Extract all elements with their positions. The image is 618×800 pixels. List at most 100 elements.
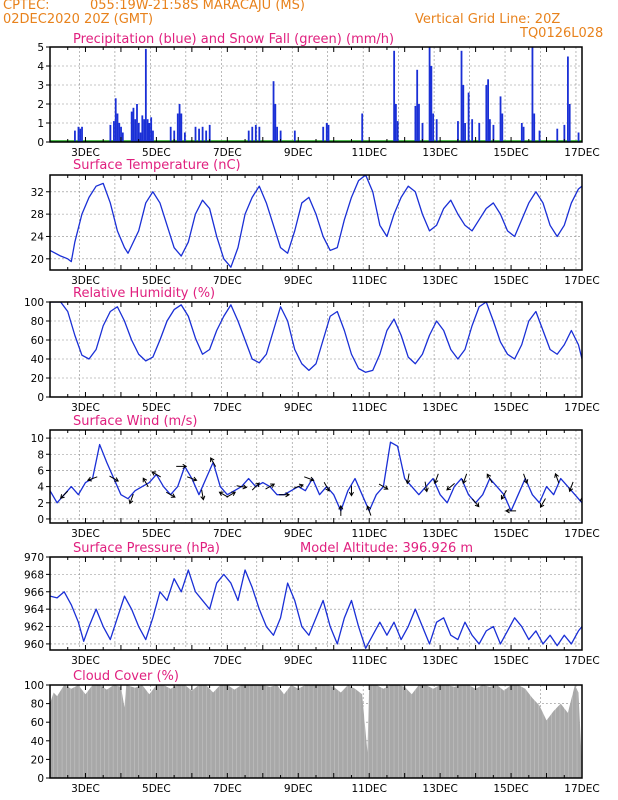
precip-bar [24, 106, 26, 142]
precip-bar [77, 126, 80, 142]
y-tick-label: 28 [31, 209, 44, 221]
plot-area [50, 685, 582, 778]
x-tick-label: 9DEC [284, 402, 313, 414]
wind-arrow [86, 476, 98, 482]
x-tick-label: 11DEC [351, 147, 386, 159]
plot-area [50, 175, 582, 268]
precip-bar [276, 126, 278, 142]
precip-bar [114, 98, 117, 142]
x-tick-label: 17DEC [564, 528, 599, 540]
wind-arrow [472, 498, 480, 508]
precip-bar [501, 113, 504, 142]
panel-1 [46, 174, 583, 271]
wind-arrow [579, 496, 582, 508]
precip-bar [460, 50, 463, 142]
precip-bar [134, 119, 137, 142]
panel-title: Cloud Cover (%) [73, 669, 179, 684]
precip-bar [173, 130, 176, 142]
precip-bar [435, 119, 438, 142]
wind-arrow [423, 481, 429, 493]
wind-arrow [293, 483, 304, 489]
plot-area [50, 302, 582, 373]
wind-arrow [304, 476, 315, 482]
precip-bar [113, 121, 115, 142]
precip-bar [109, 124, 112, 142]
plot-area [50, 441, 582, 516]
plot-area [24, 47, 582, 143]
x-tick-label: 17DEC [564, 655, 599, 667]
x-tick-label: 5DEC [142, 655, 171, 667]
x-tick-label: 7DEC [213, 783, 242, 795]
precip-bar [146, 119, 149, 142]
y-tick-label: 10 [31, 433, 44, 445]
wind-arrow [279, 492, 291, 498]
panel-title: Surface Wind (m/s) [73, 414, 197, 429]
y-tick-label: 2 [37, 99, 44, 111]
precip-bar [180, 113, 183, 142]
precip-bar [325, 123, 328, 142]
precip-bar [201, 126, 204, 142]
y-tick-label: 0 [37, 773, 44, 785]
y-tick-label: 40 [31, 354, 44, 366]
wind-arrow [200, 489, 206, 501]
panel-frame [49, 429, 583, 524]
precip-bar [577, 132, 580, 142]
x-tick-label: 15DEC [493, 655, 528, 667]
x-tick-label: 11DEC [351, 275, 386, 287]
precip-bar [533, 113, 536, 142]
precip-bar [178, 104, 181, 142]
x-tick-label: 13DEC [422, 275, 457, 287]
y-tick-label: 2 [37, 498, 44, 510]
precip-bar [183, 132, 186, 142]
precip-bar [393, 50, 396, 142]
precip-bar [31, 114, 33, 143]
y-tick-label: 962 [24, 622, 44, 634]
wind-arrow [505, 508, 517, 514]
cloud-area [50, 685, 582, 778]
precip-bar [430, 66, 433, 142]
precip-bar [144, 48, 147, 142]
precip-bar [247, 130, 250, 142]
model-label: TQ0126L028 [520, 26, 604, 41]
precip-bar [322, 126, 325, 142]
panel-title: Relative Humidity (%) [73, 286, 215, 301]
wind-arrow [539, 498, 546, 508]
y-tick-label: 3 [37, 80, 44, 92]
y-tick-label: 8 [37, 449, 44, 461]
wind-arrow [348, 485, 354, 497]
y-tick-label: 960 [24, 639, 44, 651]
wind-arrow [218, 491, 229, 498]
wind-arrow [59, 490, 69, 499]
precip-bar [538, 130, 541, 142]
wind-arrow [366, 505, 372, 516]
x-tick-label: 7DEC [213, 655, 242, 667]
x-tick-label: 9DEC [284, 528, 313, 540]
wind-arrow [523, 473, 529, 485]
precip-bar [198, 128, 200, 142]
wind-arrow [265, 483, 276, 490]
precip-bar [457, 121, 459, 142]
wind-arrow [166, 491, 176, 498]
wind-arrow [554, 472, 560, 484]
precip-bar [254, 124, 257, 142]
precip-bar [396, 121, 399, 142]
source-label: CPTEC: [3, 0, 50, 13]
y-tick-label: 4 [37, 61, 44, 73]
x-tick-label: 3DEC [71, 655, 100, 667]
precip-bar [428, 47, 431, 142]
x-tick-label: 13DEC [422, 147, 457, 159]
x-tick-label: 7DEC [213, 275, 242, 287]
x-tick-label: 9DEC [284, 147, 313, 159]
init-time-label: 02DEC2020 20Z (GMT) [3, 12, 154, 27]
precip-bar [132, 107, 135, 142]
y-tick-label: 20 [31, 254, 44, 266]
x-tick-label: 17DEC [564, 147, 599, 159]
x-tick-label: 3DEC [71, 275, 100, 287]
precip-bar [395, 104, 397, 142]
precip-bar [467, 92, 470, 142]
wind-arrow [446, 483, 455, 491]
y-tick-label: 0 [37, 392, 44, 404]
precip-bar [568, 104, 571, 142]
wind-arrow [142, 477, 149, 488]
